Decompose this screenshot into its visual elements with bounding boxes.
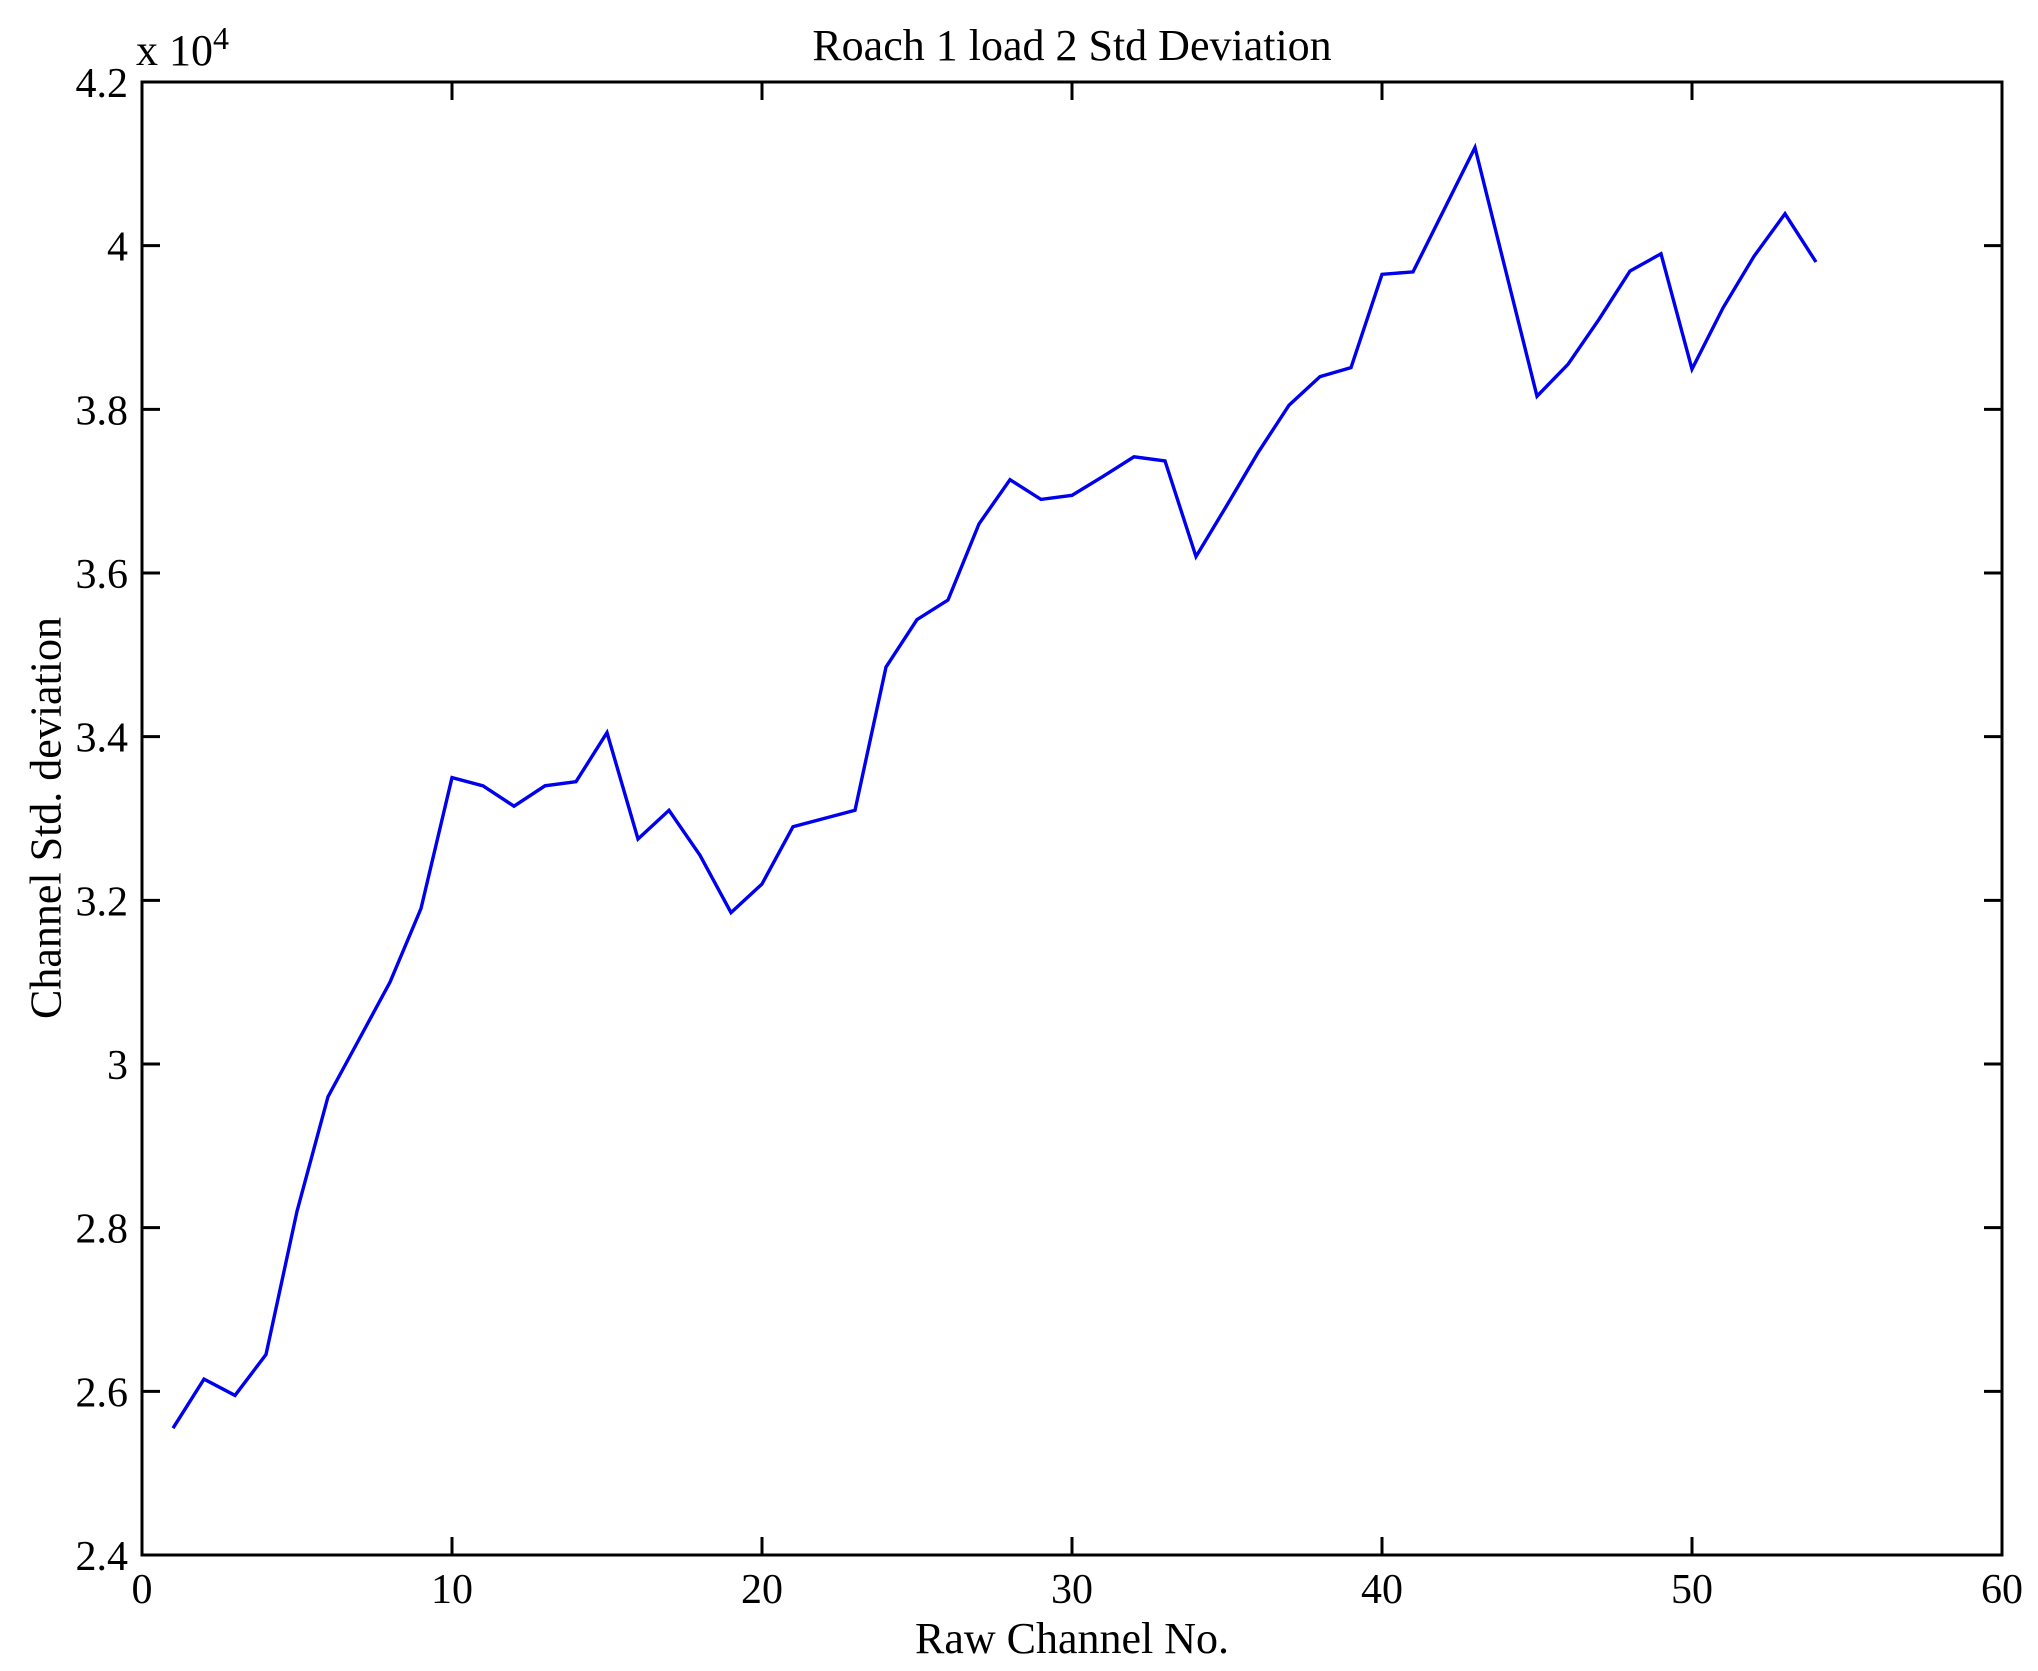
y-axis-exponent-label: x 104: [136, 22, 229, 73]
x-tick-label: 10: [431, 1567, 473, 1613]
y-tick-label: 3.8: [76, 388, 129, 434]
x-tick-label: 30: [1051, 1567, 1093, 1613]
x-tick-label: 60: [1981, 1567, 2023, 1613]
x-tick-label: 50: [1671, 1567, 1713, 1613]
y-tick-label: 3.6: [76, 552, 129, 598]
y-tick-label: 2.4: [76, 1534, 129, 1580]
y-axis-label: Channel Std. deviation: [21, 616, 71, 1020]
x-axis-label: Raw Channel No.: [914, 1614, 1230, 1663]
x-tick-label: 40: [1361, 1567, 1403, 1613]
y-tick-label: 3: [107, 1043, 128, 1089]
y-tick-label: 2.8: [76, 1207, 129, 1253]
y-tick-label: 4.2: [76, 61, 129, 107]
chart-title: Roach 1 load 2 Std Deviation: [812, 21, 1332, 70]
data-line: [171, 142, 1818, 1430]
x-tick-label: 0: [132, 1567, 153, 1613]
y-tick-label: 3.2: [76, 879, 129, 925]
y-tick-label: 2.6: [76, 1370, 129, 1416]
y-axis-exponent-power: 4: [213, 20, 229, 56]
plot-frame: [140, 80, 2004, 1557]
y-tick-label: 4: [107, 225, 128, 271]
y-axis-exponent-prefix: x 10: [136, 26, 213, 75]
x-tick-label: 20: [741, 1567, 783, 1613]
y-tick-label: 3.4: [76, 716, 129, 762]
